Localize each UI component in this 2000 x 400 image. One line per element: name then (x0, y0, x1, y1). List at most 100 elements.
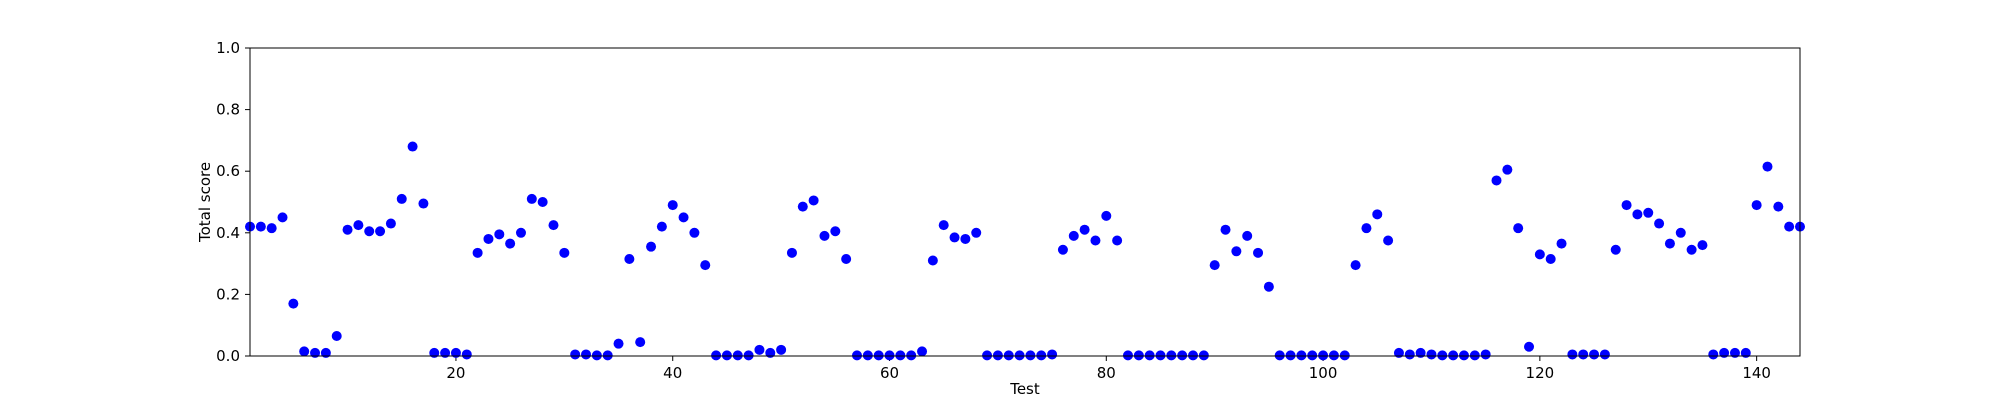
data-point (396, 193, 407, 204)
data-point (1057, 244, 1068, 255)
data-point (721, 350, 732, 361)
data-point (1556, 238, 1567, 249)
data-point (1242, 230, 1253, 241)
data-point (1079, 224, 1090, 235)
data-point (1762, 161, 1773, 172)
data-point (895, 350, 906, 361)
data-point (1253, 247, 1264, 258)
data-point (1285, 350, 1296, 361)
data-point (1318, 350, 1329, 361)
data-point (494, 229, 505, 240)
data-point (743, 350, 754, 361)
data-point (1036, 350, 1047, 361)
data-point (851, 350, 862, 361)
data-point (667, 200, 678, 211)
data-point (288, 298, 299, 309)
data-point (711, 350, 722, 361)
data-point (1599, 349, 1610, 360)
data-point (819, 230, 830, 241)
data-point (1534, 249, 1545, 260)
data-point (1740, 347, 1751, 358)
x-tick-label: 120 (1526, 364, 1555, 382)
data-point (917, 346, 928, 357)
data-point (689, 227, 700, 238)
data-point (1589, 349, 1600, 360)
data-point (862, 350, 873, 361)
data-point (1274, 350, 1285, 361)
data-point (353, 220, 364, 231)
data-point (1404, 349, 1415, 360)
data-point (1784, 221, 1795, 232)
data-point (505, 238, 516, 249)
data-point (1480, 349, 1491, 360)
data-point (797, 201, 808, 212)
data-point (938, 220, 949, 231)
data-point (906, 350, 917, 361)
data-point (1415, 347, 1426, 358)
data-point (1524, 341, 1535, 352)
data-point (1112, 235, 1123, 246)
data-point (440, 347, 451, 358)
data-point (1578, 349, 1589, 360)
data-point (1502, 164, 1513, 175)
data-point (255, 221, 266, 232)
y-tick-label: 1.0 (216, 39, 240, 57)
data-point (1632, 209, 1643, 220)
data-point (1448, 350, 1459, 361)
data-point (375, 226, 386, 237)
data-point (646, 241, 657, 252)
data-point (765, 347, 776, 358)
data-point (570, 349, 581, 360)
data-point (841, 253, 852, 264)
data-point (613, 338, 624, 349)
data-point (1296, 350, 1307, 361)
data-point (559, 247, 570, 258)
data-point (1339, 350, 1350, 361)
data-point (1664, 238, 1675, 249)
data-point (786, 247, 797, 258)
data-point (1773, 201, 1784, 212)
data-point (754, 344, 765, 355)
data-point (1188, 350, 1199, 361)
data-point (1372, 209, 1383, 220)
data-point (483, 233, 494, 244)
data-point (927, 255, 938, 266)
data-point (342, 224, 353, 235)
data-point (960, 233, 971, 244)
data-point (808, 195, 819, 206)
x-tick-label: 80 (1097, 364, 1116, 382)
data-point (418, 198, 429, 209)
data-point (331, 330, 342, 341)
data-point (1220, 224, 1231, 235)
axis-ticks: 20 40 60 80 100 120 140 0.0 0.2 0.4 0.6 0.8 1.0 (216, 39, 1771, 382)
data-point (548, 220, 559, 231)
data-point (1144, 350, 1155, 361)
data-point (1491, 175, 1502, 186)
y-tick-label: 0.0 (216, 347, 240, 365)
data-point (1263, 281, 1274, 292)
data-point (1361, 223, 1372, 234)
data-point (776, 344, 787, 355)
data-point (602, 350, 613, 361)
data-point (1751, 200, 1762, 211)
data-point (364, 226, 375, 237)
data-point (1003, 350, 1014, 361)
data-point (1426, 349, 1437, 360)
data-point (873, 350, 884, 361)
data-point (1437, 350, 1448, 361)
data-point (1567, 349, 1578, 360)
data-point (1307, 350, 1318, 361)
data-point (1469, 350, 1480, 361)
data-point (1697, 240, 1708, 251)
data-point (635, 337, 646, 348)
data-point (299, 346, 310, 357)
data-point (537, 197, 548, 207)
data-point (515, 227, 526, 238)
data-point (1177, 350, 1188, 361)
y-tick-label: 0.4 (216, 224, 240, 242)
data-point (581, 349, 592, 360)
data-point (1708, 349, 1719, 360)
x-tick-label: 20 (446, 364, 465, 382)
data-point (1610, 244, 1621, 255)
data-point (1101, 210, 1112, 221)
